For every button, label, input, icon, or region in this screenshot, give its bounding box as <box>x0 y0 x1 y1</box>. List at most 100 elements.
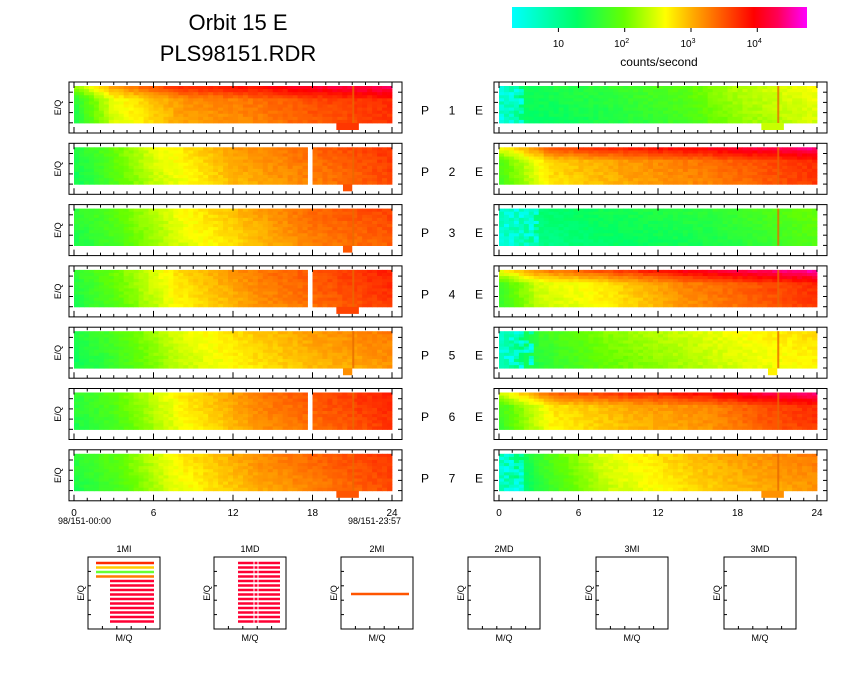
heatmap-cell <box>292 156 298 161</box>
heatmap-cell <box>133 113 139 118</box>
heatmap-cell <box>717 101 723 105</box>
heatmap-cell <box>568 113 574 118</box>
heatmap-cell <box>737 147 743 151</box>
event-stripe <box>777 86 780 123</box>
heatmap-cell <box>518 171 525 176</box>
heatmap-cell <box>812 220 818 225</box>
heatmap-cell <box>812 224 818 228</box>
heatmap-cell <box>707 86 714 90</box>
heatmap-cell <box>282 217 289 222</box>
heatmap-cell <box>787 104 793 108</box>
heatmap-cell <box>362 162 368 167</box>
heatmap-cell <box>588 104 594 108</box>
heatmap-cell <box>287 159 294 164</box>
heatmap-cell <box>337 217 343 222</box>
heatmap-cell <box>168 116 174 121</box>
heatmap-cell <box>362 95 368 99</box>
heatmap-cell <box>203 95 209 99</box>
heatmap-cell <box>312 162 318 167</box>
heatmap-cell <box>643 168 649 173</box>
heatmap-cell <box>623 119 629 124</box>
heatmap-cell <box>518 227 525 231</box>
heatmap-cell <box>618 147 624 151</box>
heatmap-cell <box>158 101 164 105</box>
heatmap-cell <box>272 153 279 157</box>
heatmap-cell <box>603 236 609 240</box>
heatmap-cell <box>267 147 274 151</box>
heatmap-cell <box>372 178 378 182</box>
heatmap-cell <box>638 147 644 151</box>
heatmap-cell <box>133 150 139 154</box>
heatmap-cell <box>347 110 353 115</box>
heatmap-cell <box>208 107 214 112</box>
heatmap-cell <box>787 217 793 222</box>
heatmap-cell <box>178 239 184 243</box>
heatmap-cell <box>558 95 564 99</box>
heatmap-cell <box>213 150 219 154</box>
heatmap-cell <box>362 168 368 173</box>
heatmap-cell <box>312 119 318 124</box>
heatmap-cell <box>223 239 229 243</box>
heatmap-cell <box>228 242 234 246</box>
heatmap-cell <box>618 178 624 182</box>
heatmap-cell <box>623 175 629 179</box>
heatmap-cell <box>558 113 564 118</box>
heatmap-cell <box>528 217 535 222</box>
heatmap-cell <box>628 156 634 161</box>
heatmap-cell <box>233 175 239 179</box>
heatmap-cell <box>717 178 723 182</box>
heatmap-cell <box>213 159 219 164</box>
heatmap-cell <box>322 150 328 154</box>
heatmap-cell <box>138 214 144 219</box>
heatmap-cell <box>118 159 125 164</box>
heatmap-cell <box>667 95 674 99</box>
heatmap-cell <box>242 110 249 115</box>
heatmap-cell <box>752 171 758 176</box>
heatmap-cell <box>347 101 353 105</box>
heatmap-cell <box>782 171 788 176</box>
heatmap-cell <box>297 113 303 118</box>
heatmap-cell <box>692 239 699 243</box>
heatmap-cell <box>168 208 174 213</box>
heatmap-cell <box>98 101 105 105</box>
heatmap-cell <box>327 242 333 246</box>
heatmap-cell <box>297 227 303 231</box>
heatmap-cell <box>337 119 343 124</box>
heatmap-cell <box>807 233 813 237</box>
panel-row: E/Q P 1 E <box>53 81 828 134</box>
heatmap-cell <box>677 95 684 99</box>
heatmap-cell <box>752 104 758 108</box>
heatmap-cell <box>108 119 115 124</box>
heatmap-cell <box>113 227 120 231</box>
heatmap-cell <box>233 156 239 161</box>
heatmap-cell <box>578 217 584 222</box>
heatmap-cell <box>692 227 699 231</box>
heatmap-cell <box>282 150 289 154</box>
heatmap-cell <box>782 214 788 219</box>
heatmap-cell <box>568 159 574 164</box>
heatmap-cell <box>347 147 353 151</box>
heatmap-cell <box>513 220 520 225</box>
heatmap-cell <box>568 178 574 182</box>
heatmap-cell <box>188 119 194 124</box>
heatmap-cell <box>702 236 709 240</box>
heatmap-cell <box>387 153 393 157</box>
heatmap-cell <box>682 239 689 243</box>
heatmap-cell <box>287 224 294 228</box>
heatmap-cell <box>707 159 714 164</box>
heatmap-cell <box>662 156 669 161</box>
heatmap-cell <box>93 242 100 246</box>
heatmap-cell <box>722 159 728 164</box>
heatmap-cell <box>593 104 599 108</box>
heatmap-cell <box>717 208 723 213</box>
heatmap-cell <box>78 156 85 161</box>
heatmap-cell <box>302 101 308 105</box>
heatmap-cell <box>528 107 535 112</box>
heatmap-cell <box>747 107 753 112</box>
heatmap-cell <box>682 162 689 167</box>
heatmap-cell <box>538 162 545 167</box>
heatmap-cell <box>108 107 115 112</box>
heatmap-cell <box>563 156 569 161</box>
heatmap-cell <box>163 119 169 124</box>
heatmap-cell <box>667 104 674 108</box>
